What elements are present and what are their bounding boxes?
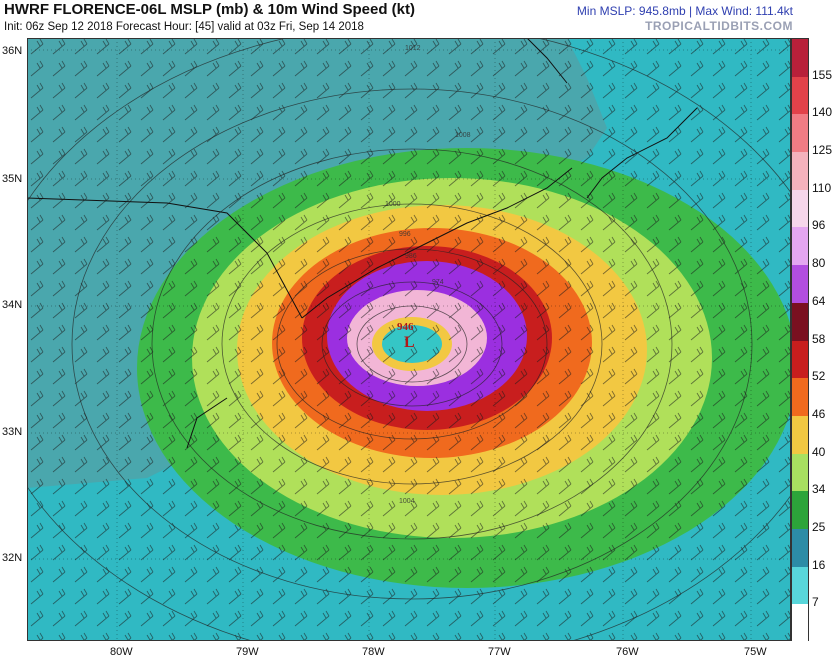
- isobar-label: 986: [405, 253, 417, 260]
- colorbar-label: 96: [812, 218, 826, 233]
- isobars: [27, 38, 791, 641]
- lat-label: 33N: [2, 426, 23, 438]
- lat-label: 32N: [2, 552, 23, 564]
- colorbar-segment: [792, 528, 808, 568]
- colorbar-label: 25: [812, 519, 826, 534]
- map-frame: [27, 38, 791, 641]
- colorbar-segment: [792, 265, 808, 304]
- wind-speed-map: 974 986 996 1000 1004 1008 1012 946 L: [27, 38, 791, 641]
- isobar-labels: 974 986 996 1000 1004 1008 1012: [385, 45, 471, 505]
- forecast-info: Init: 06z Sep 12 2018 Forecast Hour: [45…: [4, 21, 364, 33]
- lat-label: 34N: [2, 299, 23, 311]
- colorbar-segment: [792, 415, 808, 455]
- map-title: HWRF FLORENCE-06L MSLP (mb) & 10m Wind S…: [4, 1, 415, 18]
- colorbar-label: 40: [812, 444, 826, 459]
- lon-label: 75W: [744, 646, 767, 658]
- isobar-label: 996: [399, 231, 411, 238]
- colorbar-label: 155: [812, 67, 833, 82]
- colorbar-label: 140: [812, 105, 833, 120]
- lon-label: 76W: [616, 646, 639, 658]
- brand-watermark: TROPICALTIDBITS.COM: [645, 19, 793, 33]
- colorbar-segment: [792, 76, 808, 115]
- colorbar-label: 125: [812, 143, 833, 158]
- wind-colorbar: [791, 38, 809, 643]
- lon-label: 78W: [362, 646, 385, 658]
- isobar-label: 1008: [455, 132, 471, 139]
- colorbar-segment: [792, 604, 808, 643]
- isobar-label: 1004: [399, 498, 415, 505]
- isobar-label: 1012: [405, 45, 421, 52]
- colorbar-label: 52: [812, 369, 826, 384]
- colorbar-label: 58: [812, 331, 826, 346]
- center-pressure-label: 946: [397, 321, 414, 333]
- colorbar-segment: [792, 378, 808, 417]
- colorbar-label: 110: [812, 180, 832, 195]
- colorbar-segment: [792, 453, 808, 492]
- colorbar-segment: [792, 114, 808, 153]
- colorbar-segment: [792, 39, 808, 78]
- colorbar-label: 7: [812, 595, 819, 610]
- min-max-readout: Min MSLP: 945.8mb | Max Wind: 111.4kt: [576, 4, 793, 18]
- graticule: [27, 38, 791, 641]
- colorbar-label: 34: [812, 482, 826, 497]
- isobar-label: 1000: [385, 201, 401, 208]
- lon-label: 77W: [488, 646, 511, 658]
- colorbar-label: 64: [812, 293, 826, 308]
- low-pressure-marker: L: [404, 334, 415, 351]
- colorbar-label: 16: [812, 557, 826, 572]
- isobar-label: 974: [432, 279, 444, 286]
- coastline-borders: [27, 38, 698, 449]
- colorbar-segment: [792, 227, 808, 266]
- colorbar-label: 80: [812, 256, 826, 271]
- colorbar-segment: [792, 152, 808, 191]
- colorbar-segment: [792, 302, 808, 341]
- colorbar-label: 46: [812, 406, 826, 421]
- colorbar-segment: [792, 340, 808, 379]
- colorbar-segment: [792, 491, 808, 530]
- wind-barbs: [27, 38, 791, 641]
- lat-label: 36N: [2, 45, 23, 57]
- lat-label: 35N: [2, 173, 23, 185]
- colorbar-segment: [792, 566, 808, 605]
- lon-label: 80W: [110, 646, 133, 658]
- lon-label: 79W: [236, 646, 259, 658]
- colorbar-segment: [792, 189, 808, 228]
